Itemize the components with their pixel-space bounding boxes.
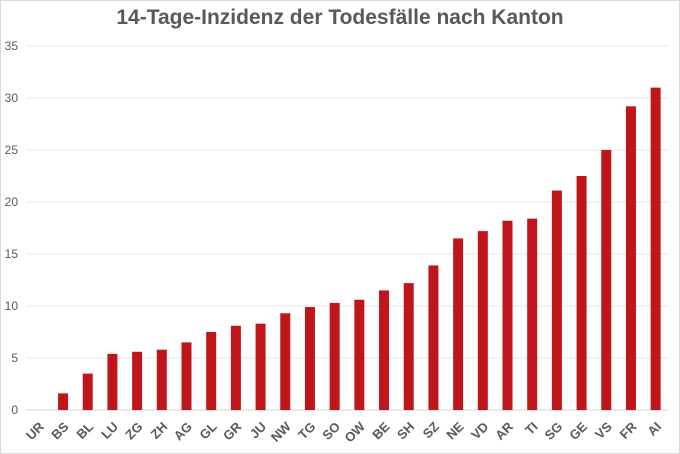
x-category-label: JU	[247, 419, 269, 441]
bar-ge	[576, 176, 587, 410]
bar-so	[329, 302, 340, 410]
x-category-label: BE	[369, 419, 393, 443]
x-category-label: AG	[171, 419, 195, 443]
x-category-label: FR	[617, 419, 640, 442]
bar-zg	[132, 351, 143, 410]
x-category-label: ZH	[147, 419, 170, 442]
x-category-label: TI	[522, 419, 541, 438]
x-category-label: OW	[341, 418, 368, 445]
bar-ne	[453, 238, 464, 410]
x-category-label: UR	[23, 419, 47, 443]
y-axis-tick-labels: 0 5 10 15 20 25 30 35	[5, 39, 19, 417]
bar-ju	[255, 323, 266, 410]
bar-gl	[206, 332, 217, 410]
y-tick-label: 0	[11, 403, 18, 417]
x-category-label: AI	[644, 419, 664, 439]
bar-vs	[601, 150, 612, 410]
x-category-label: GE	[566, 419, 590, 443]
bar-tg	[304, 307, 315, 410]
bar-ai	[650, 87, 661, 410]
bar-be	[379, 290, 390, 410]
x-category-label: SO	[319, 419, 343, 443]
y-tick-label: 15	[5, 247, 19, 261]
bar-ag	[181, 342, 192, 410]
y-tick-label: 35	[5, 39, 19, 53]
bar-bl	[82, 373, 93, 410]
x-category-label: BS	[48, 419, 72, 443]
bar-ow	[354, 299, 365, 410]
x-category-label: NW	[268, 418, 294, 444]
bar-ti	[527, 218, 538, 410]
bar-lu	[107, 353, 118, 410]
bars	[58, 87, 661, 410]
y-tick-label: 30	[5, 91, 19, 105]
y-tick-label: 10	[5, 299, 19, 313]
gridlines	[26, 45, 668, 411]
y-tick-label: 25	[5, 143, 19, 157]
x-category-label: SG	[542, 419, 566, 443]
x-category-label: ZG	[122, 419, 145, 442]
bar-zh	[156, 349, 167, 410]
bar-ar	[502, 220, 513, 410]
x-category-label: BL	[73, 419, 96, 442]
x-category-label: LU	[98, 419, 121, 442]
x-category-label: NE	[443, 419, 467, 443]
x-category-label: SZ	[420, 419, 442, 441]
y-tick-label: 20	[5, 195, 19, 209]
bar-gr	[230, 325, 241, 410]
bar-nw	[280, 313, 291, 410]
x-category-label: VD	[468, 419, 491, 442]
bar-sz	[428, 265, 439, 410]
x-category-label: GR	[220, 419, 245, 444]
x-category-label: AR	[492, 419, 516, 443]
x-category-label: GL	[196, 419, 219, 442]
y-tick-label: 5	[11, 351, 18, 365]
x-category-label: SH	[394, 419, 417, 442]
bar-bs	[58, 393, 69, 410]
bar-vd	[477, 231, 488, 410]
x-category-label: VS	[592, 419, 615, 442]
bar-sg	[551, 190, 562, 410]
bar-sh	[403, 283, 414, 410]
x-category-label: TG	[295, 419, 318, 442]
bar-fr	[625, 106, 636, 410]
chart-title: 14-Tage-Inzidenz der Todesfälle nach Kan…	[116, 6, 564, 29]
